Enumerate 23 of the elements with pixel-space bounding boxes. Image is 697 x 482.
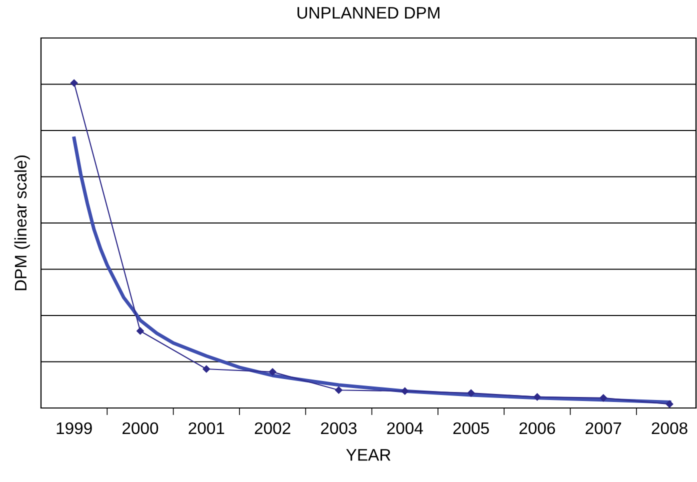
point [401, 387, 409, 395]
x-tick-label: 2008 [652, 422, 688, 434]
point [202, 365, 210, 373]
x-axis-title: YEAR [346, 449, 390, 461]
point [600, 394, 608, 402]
point [70, 79, 78, 87]
point [136, 327, 144, 335]
x-tick-label: 2002 [254, 422, 290, 434]
x-tick-label: 2006 [520, 422, 556, 434]
x-tick-label: 2005 [453, 422, 489, 434]
point [534, 393, 541, 401]
x-tick-label: 2007 [586, 422, 622, 434]
x-tick-label: 2001 [188, 422, 224, 434]
x-tick-label: 2004 [387, 422, 423, 434]
y-axis-title: DPM (linear scale) [14, 155, 30, 290]
point [666, 400, 674, 408]
point [467, 389, 475, 397]
point [268, 368, 276, 376]
chart-title: UNPLANNED DPM [298, 7, 440, 19]
x-tick-label: 2003 [321, 422, 357, 434]
x-tick-label: 2000 [122, 422, 158, 434]
point [335, 386, 342, 394]
x-tick-label: 1999 [56, 422, 92, 434]
